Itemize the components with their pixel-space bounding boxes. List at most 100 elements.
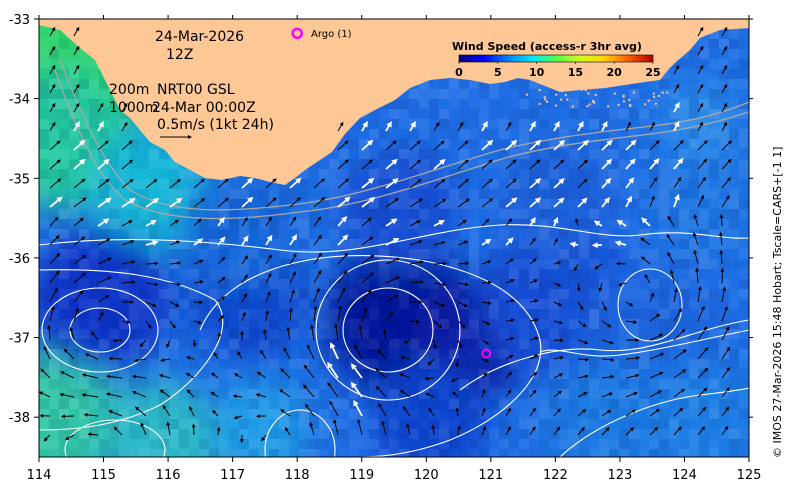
current-vector <box>721 195 730 208</box>
current-vector-strong <box>97 120 104 132</box>
current-vector <box>385 311 394 322</box>
current-vector <box>337 304 343 322</box>
current-vector <box>159 389 171 398</box>
current-vector <box>73 83 80 94</box>
current-vector <box>169 301 180 307</box>
current-vector <box>553 261 562 265</box>
current-vector <box>361 217 372 227</box>
current-vector <box>140 422 147 436</box>
current-vector <box>697 83 704 94</box>
current-vector <box>73 272 87 284</box>
current-vector <box>433 320 443 329</box>
current-vector <box>241 311 246 322</box>
current-vector <box>457 339 463 349</box>
current-vector <box>382 329 387 341</box>
current-vector <box>625 409 637 417</box>
current-vector-strong <box>553 178 565 189</box>
current-vector <box>481 218 490 227</box>
island-speck <box>594 93 597 96</box>
current-vector <box>337 178 350 189</box>
current-vector <box>97 294 110 303</box>
current-vector <box>553 426 561 436</box>
current-vector-strong <box>552 216 559 227</box>
current-vector <box>334 323 339 341</box>
island-speck <box>571 105 574 108</box>
current-vector <box>697 194 705 208</box>
current-vector <box>217 197 229 208</box>
current-vector <box>65 434 75 440</box>
current-vector-strong <box>73 120 80 132</box>
current-vector <box>40 368 51 379</box>
plot-frame <box>38 18 750 458</box>
current-vector <box>43 345 51 360</box>
current-vector-strong <box>327 361 339 379</box>
current-vector <box>97 140 109 151</box>
current-vector <box>361 236 374 246</box>
current-vector <box>97 102 104 113</box>
current-vector <box>97 178 110 189</box>
current-vector <box>361 159 374 170</box>
current-vector <box>132 390 147 398</box>
current-vector <box>265 309 270 322</box>
island-speck <box>613 92 616 95</box>
current-vector <box>97 238 111 246</box>
current-vector <box>145 301 157 307</box>
current-vector <box>265 216 272 227</box>
current-vector <box>505 258 514 265</box>
current-vector-strong <box>433 219 445 227</box>
current-vector <box>361 289 372 303</box>
current-vector <box>49 305 55 322</box>
current-vector <box>121 140 133 151</box>
current-vector <box>169 240 181 246</box>
current-vector <box>73 217 84 227</box>
current-vector <box>121 320 131 324</box>
current-vector-strong <box>601 196 610 208</box>
current-vector <box>256 371 267 379</box>
current-vector <box>697 387 708 398</box>
current-vector-strong <box>601 177 612 189</box>
current-vector <box>166 421 171 436</box>
current-vector <box>697 305 705 322</box>
current-vector <box>721 26 728 37</box>
current-vector <box>212 409 219 417</box>
current-vector <box>625 320 638 325</box>
current-vector <box>601 339 614 345</box>
island-speck <box>546 100 549 103</box>
current-vector-strong <box>569 241 579 248</box>
current-vector <box>721 406 730 417</box>
current-vector <box>457 282 470 287</box>
current-vectors <box>39 26 733 444</box>
current-vector <box>49 102 56 113</box>
current-vector <box>649 408 661 417</box>
current-vector <box>385 140 397 151</box>
current-vector <box>385 294 399 303</box>
current-vector <box>193 259 204 265</box>
current-vector <box>553 320 564 325</box>
current-vector <box>84 353 99 360</box>
current-vector <box>649 177 658 189</box>
island-speck <box>587 92 590 95</box>
current-vector-strong <box>673 101 680 113</box>
current-vector-strong <box>593 220 603 227</box>
current-vector <box>333 418 339 436</box>
current-vector <box>73 178 86 189</box>
current-vector-strong <box>553 139 566 151</box>
current-vector <box>49 159 61 170</box>
current-vector <box>409 280 425 285</box>
current-vector <box>409 319 421 324</box>
current-vector <box>189 405 195 417</box>
current-vector <box>649 292 655 303</box>
current-vector <box>529 237 536 246</box>
current-vector <box>409 260 424 265</box>
colorbar-tick-label: 15 <box>568 66 583 79</box>
island-speck <box>555 93 558 96</box>
current-vector <box>260 349 267 360</box>
current-vector <box>49 140 61 151</box>
current-vector <box>601 320 612 328</box>
current-vector-strong <box>361 139 374 151</box>
current-vector <box>721 306 728 322</box>
current-vector <box>232 394 243 399</box>
current-vector-strong <box>361 177 375 189</box>
current-vector <box>375 385 387 398</box>
current-vector <box>625 427 635 436</box>
